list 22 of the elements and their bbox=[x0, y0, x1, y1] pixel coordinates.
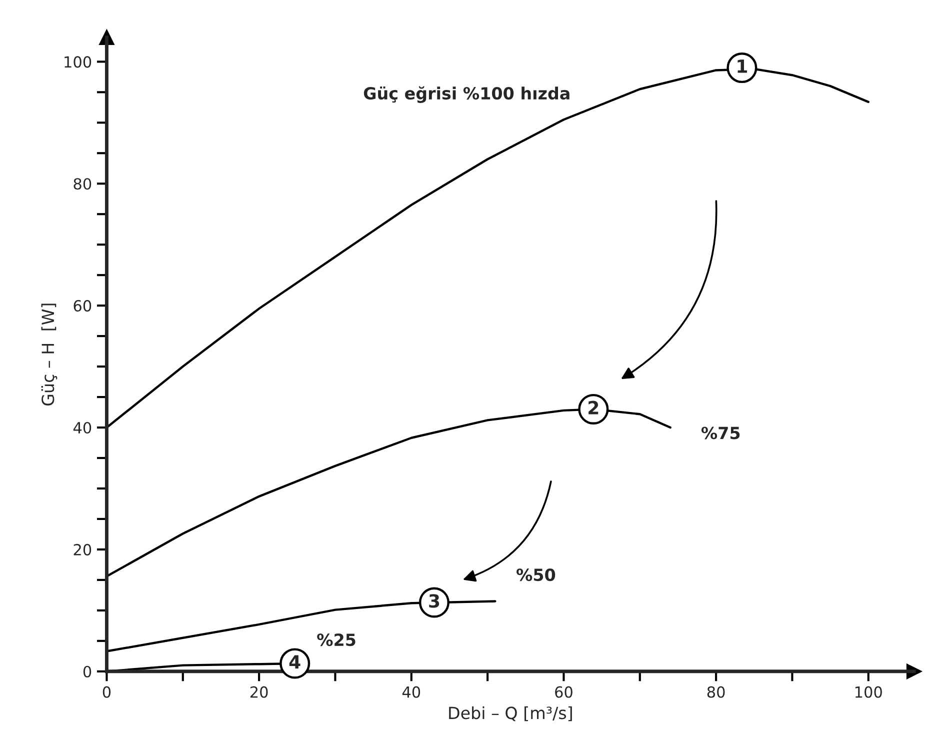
x-tick-label: 40 bbox=[402, 686, 420, 698]
annotation: 1 bbox=[738, 60, 747, 73]
series-label: %75 bbox=[701, 426, 740, 440]
y-tick-label: 100 bbox=[64, 56, 92, 68]
x-axis-title: Debi – Q [m³/s] bbox=[449, 706, 572, 722]
y-tick-label: 60 bbox=[74, 300, 92, 312]
annotation: 3 bbox=[429, 594, 440, 608]
series-label: %25 bbox=[317, 633, 356, 646]
y-tick-label: 80 bbox=[74, 178, 92, 190]
y-tick-label: 40 bbox=[73, 422, 92, 434]
series-label: %50 bbox=[516, 568, 556, 582]
x-tick-label: 0 bbox=[102, 686, 111, 698]
y-tick-label: 20 bbox=[74, 544, 92, 556]
x-tick-label: 100 bbox=[855, 686, 882, 698]
y-axis-title: Güç – H [W] bbox=[41, 304, 58, 406]
x-tick-label: 60 bbox=[555, 686, 572, 698]
annotation: 4 bbox=[289, 655, 300, 668]
x-tick-label: 80 bbox=[707, 686, 725, 698]
series-label: Güç eğrisi %100 hızda bbox=[364, 86, 570, 103]
x-tick-label: 20 bbox=[250, 686, 268, 698]
y-tick-label: 0 bbox=[83, 666, 92, 678]
annotation: 2 bbox=[588, 400, 598, 414]
